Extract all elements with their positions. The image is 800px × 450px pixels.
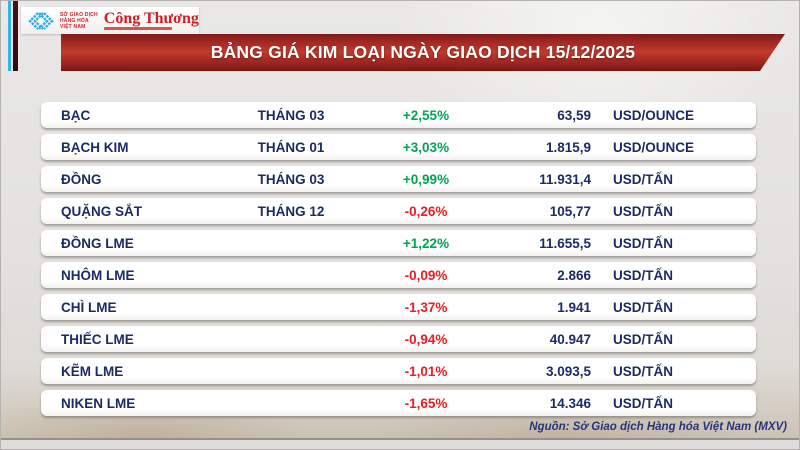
price-value: 14.346 — [549, 395, 591, 411]
table-row: ĐỒNG LME +1,22% 11.655,5 USD/TẤN — [41, 230, 756, 256]
price-unit: USD/TẤN — [613, 235, 673, 251]
commodity-name: QUẶNG SẮT — [61, 203, 142, 219]
mxv-logo: SỞ GIAO DỊCH HÀNG HÓA VIỆT NAM — [25, 11, 98, 31]
table-row: NIKEN LME -1,65% 14.346 USD/TẤN — [41, 390, 756, 416]
change-percent: +0,99% — [402, 171, 450, 187]
table-row: ĐỒNG THÁNG 03 +0,99% 11.931,4 USD/TẤN — [41, 166, 756, 192]
change-percent: -0,26% — [404, 203, 448, 219]
price-value: 11.655,5 — [539, 235, 591, 251]
congthuong-wordmark: Công Thương — [103, 10, 199, 27]
price-value: 40.947 — [549, 331, 591, 347]
change-percent: -1,37% — [404, 299, 448, 315]
commodity-name: NIKEN LME — [61, 395, 136, 411]
logo-bar: SỞ GIAO DỊCH HÀNG HÓA VIỆT NAM Công Thươ… — [21, 7, 199, 34]
commodity-name: ĐỒNG — [61, 171, 102, 187]
table-row: NHÔM LME -0,09% 2.866 USD/TẤN — [41, 262, 756, 288]
change-percent: +1,22% — [402, 235, 450, 251]
price-value: 3.093,5 — [545, 363, 591, 379]
contract-month: THÁNG 03 — [257, 107, 325, 123]
commodity-name: NHÔM LME — [61, 267, 135, 283]
price-unit: USD/TẤN — [613, 395, 673, 411]
change-percent: -0,09% — [404, 267, 448, 283]
mxv-chevrons-icon — [28, 11, 54, 30]
price-value: 1.941 — [557, 299, 591, 315]
table-row: KẼM LME -1,01% 3.093,5 USD/TẤN — [41, 358, 756, 384]
table-row: QUẶNG SẮT THÁNG 12 -0,26% 105,77 USD/TẤN — [41, 198, 756, 224]
commodity-name: KẼM LME — [61, 363, 124, 379]
change-percent: -0,94% — [404, 331, 448, 347]
table-row: BẠC THÁNG 03 +2,55% 63,59 USD/OUNCE — [41, 102, 756, 128]
change-percent: +3,03% — [402, 139, 450, 155]
left-accent-stripe-maroon — [13, 1, 18, 71]
congthuong-logo: Công Thương — [103, 10, 199, 30]
change-percent: +2,55% — [402, 107, 450, 123]
price-unit: USD/TẤN — [613, 363, 673, 379]
source-note: Nguồn: Sở Giao dịch Hàng hóa Việt Nam (M… — [529, 421, 787, 433]
price-unit: USD/TẤN — [613, 299, 673, 315]
price-unit: USD/TẤN — [613, 331, 673, 347]
price-value: 105,77 — [549, 203, 591, 219]
page-title: BẢNG GIÁ KIM LOẠI NGÀY GIAO DỊCH 15/12/2… — [210, 42, 636, 62]
change-percent: -1,65% — [404, 395, 448, 411]
contract-month: THÁNG 01 — [257, 139, 325, 155]
contract-month: THÁNG 12 — [257, 203, 325, 219]
contract-month: THÁNG 03 — [257, 171, 325, 187]
commodity-name: THIẾC LME — [61, 331, 134, 347]
price-value: 1.815,9 — [545, 139, 591, 155]
commodity-name: CHÌ LME — [61, 299, 117, 315]
price-unit: USD/TẤN — [613, 203, 673, 219]
left-accent-stripe-cyan — [8, 1, 11, 71]
bottom-shadow-edge — [1, 438, 799, 449]
table-row: THIẾC LME -0,94% 40.947 USD/TẤN — [41, 326, 756, 352]
commodity-name: ĐỒNG LME — [61, 235, 134, 251]
price-unit: USD/OUNCE — [613, 107, 695, 123]
price-unit: USD/TẤN — [613, 267, 673, 283]
price-unit: USD/TẤN — [613, 171, 673, 187]
title-banner: BẢNG GIÁ KIM LOẠI NGÀY GIAO DỊCH 15/12/2… — [61, 34, 785, 71]
table-row: BẠCH KIM THÁNG 01 +3,03% 1.815,9 USD/OUN… — [41, 134, 756, 160]
change-percent: -1,01% — [404, 363, 448, 379]
price-value: 11.931,4 — [539, 171, 591, 187]
price-value: 2.866 — [557, 267, 591, 283]
price-table: BẠC THÁNG 03 +2,55% 63,59 USD/OUNCE BẠCH… — [41, 102, 756, 416]
congthuong-tagline-strip — [103, 27, 172, 30]
commodity-name: BẠCH KIM — [61, 139, 129, 155]
price-unit: USD/OUNCE — [613, 139, 695, 155]
table-row: CHÌ LME -1,37% 1.941 USD/TẤN — [41, 294, 756, 320]
commodity-name: BẠC — [61, 107, 91, 123]
price-value: 63,59 — [557, 107, 591, 123]
mxv-org-name: SỞ GIAO DỊCH HÀNG HÓA VIỆT NAM — [60, 11, 98, 30]
